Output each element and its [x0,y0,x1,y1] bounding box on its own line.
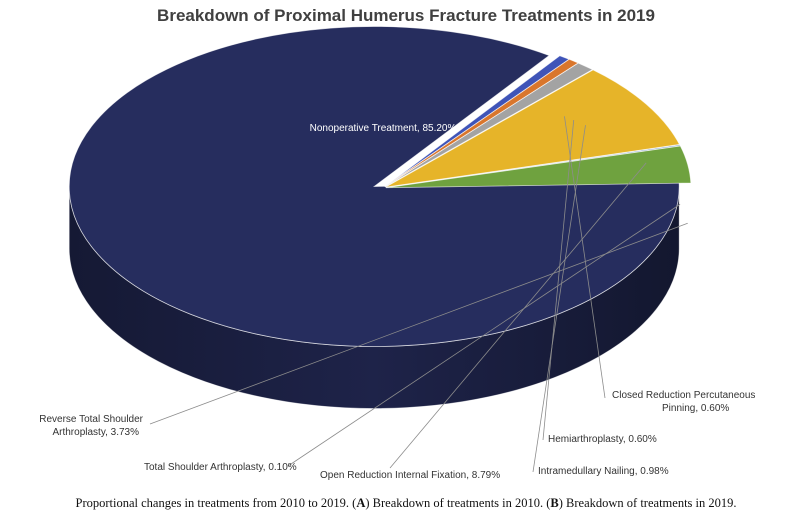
slice-label-line: Intramedullary Nailing, 0.98% [538,466,669,477]
leader-line-4 [389,162,647,469]
slice-label-line: Hemiarthroplasty, 0.60% [548,434,657,445]
leader-line-5 [287,203,681,467]
caption-middle: ) Breakdown of treatments in 2010. ( [365,496,551,510]
pie-slice-0 [68,26,680,347]
caption-suffix: ) Breakdown of treatments in 2019. [558,496,737,510]
slice-label-text-2: Hemiarthroplasty, 0.60% [548,434,657,445]
caption-a-letter: A [356,496,366,510]
figure-caption: Proportional changes in treatments from … [0,496,812,511]
caption-prefix: Proportional changes in treatments from … [75,496,357,510]
slice-label-text-1: Closed Reduction Percutaneous Pinning, 0.… [612,390,755,414]
chart-title: Breakdown of Proximal Humerus Fracture T… [157,6,655,25]
slice-label-2: Hemiarthroplasty, 0.60% [542,119,657,445]
slice-label-line: Arthroplasty, 3.73% [52,427,139,438]
pie-slice-4 [385,69,681,188]
slice-label-line: Open Reduction Internal Fixation, 8.79% [320,470,500,481]
slice-label-text-4: Open Reduction Internal Fixation, 8.79% [320,470,500,481]
slice-label-line: Pinning, 0.60% [662,403,729,414]
slice-label-1: Closed Reduction Percutaneous Pinning, 0.… [564,116,755,414]
slice-label-4: Open Reduction Internal Fixation, 8.79% [320,162,647,481]
leader-line-6 [149,222,688,425]
leader-line-3 [532,125,586,473]
pie-slice-3 [384,62,594,188]
slice-label-line: Closed Reduction Percutaneous [612,390,755,401]
slice-label-5: Total Shoulder Arthroplasty, 0.10% [144,203,681,473]
caption-b-letter: B [550,496,559,510]
slice-label-text-6: Reverse Total Shoulder Arthroplasty, 3.73… [39,414,143,438]
leader-line-2 [542,119,575,441]
slice-label-3: Intramedullary Nailing, 0.98% [532,125,669,477]
pie-tops [68,26,692,347]
slice-label-text-5: Total Shoulder Arthroplasty, 0.10% [144,462,297,473]
slice-label-line: Reverse Total Shoulder [39,414,143,425]
slice-label-6: Reverse Total Shoulder Arthroplasty, 3.73… [39,222,688,438]
slice-label-text-3: Intramedullary Nailing, 0.98% [538,466,669,477]
slice-label-line: Nonoperative Treatment, 85.20% [310,123,457,134]
pie-labels: Nonoperative Treatment, 85.20% Closed Red… [39,116,755,481]
leader-line-1 [564,116,606,399]
slice-label-text-0: Nonoperative Treatment, 85.20% [310,123,457,134]
slice-label-0: Nonoperative Treatment, 85.20% [310,123,457,134]
slice-label-line: Total Shoulder Arthroplasty, 0.10% [144,462,297,473]
pie-slice-6 [385,145,692,189]
